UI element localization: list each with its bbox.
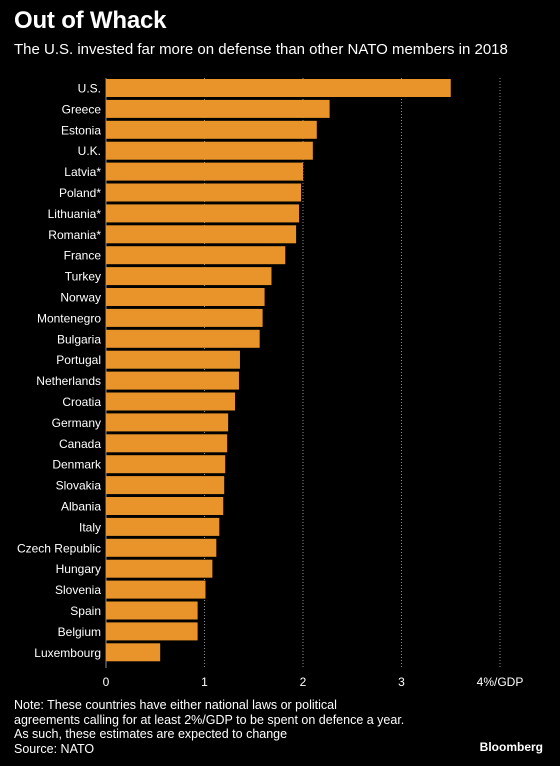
category-label: France <box>64 249 102 263</box>
bar <box>106 580 206 599</box>
bar <box>106 288 265 306</box>
category-label: Lithuania* <box>48 207 102 221</box>
bar <box>106 538 217 557</box>
bar <box>106 517 220 536</box>
category-label: Slovenia <box>55 583 101 597</box>
bar <box>106 183 302 202</box>
bar <box>106 267 272 286</box>
category-label: Germany <box>52 416 101 430</box>
x-tick-label: 1 <box>201 675 208 689</box>
source-line: Source: NATO <box>14 741 95 756</box>
bar <box>106 434 228 453</box>
bar <box>106 622 198 641</box>
category-label: Romania* <box>48 228 101 242</box>
bar <box>106 204 300 223</box>
bar <box>106 225 297 244</box>
bar <box>106 308 263 327</box>
category-label: Albania <box>61 500 101 514</box>
bar <box>106 601 198 620</box>
bar <box>106 455 226 474</box>
category-label: Czech Republic <box>17 541 101 555</box>
category-label: Norway <box>60 291 101 305</box>
x-tick-label: 3 <box>398 675 405 689</box>
category-label: Italy <box>79 520 101 534</box>
category-label: Turkey <box>65 270 101 284</box>
category-label: Netherlands <box>36 374 101 388</box>
category-label: U.S. <box>78 82 101 96</box>
bar <box>106 392 236 411</box>
category-label: Poland* <box>59 186 101 200</box>
footnote: Note: These countries have either nation… <box>14 698 454 756</box>
chart-subtitle: The U.S. invested far more on defense th… <box>14 41 508 58</box>
bloomberg-logo: Bloomberg <box>479 740 543 754</box>
note-line-2: agreements calling for at least 2%/GDP t… <box>14 712 405 727</box>
category-label: Spain <box>70 604 101 618</box>
bar <box>106 643 161 662</box>
bar <box>106 476 225 495</box>
x-tick-label: 4%/GDP <box>477 675 524 689</box>
category-label: Bulgaria <box>57 332 101 346</box>
bar <box>106 497 224 515</box>
bar <box>106 246 286 265</box>
category-label: Belgium <box>58 625 101 639</box>
bar <box>106 329 260 348</box>
x-tick-label: 0 <box>103 675 110 689</box>
category-label: Denmark <box>52 458 102 472</box>
note-line-1: Note: These countries have either nation… <box>14 698 337 712</box>
category-label: Luxembourg <box>34 646 101 660</box>
bar <box>106 371 239 390</box>
bar <box>106 99 330 118</box>
category-label: Croatia <box>62 395 101 409</box>
bar <box>106 559 213 578</box>
category-label: Greece <box>62 102 102 116</box>
bar <box>106 79 451 97</box>
bar-chart: 0 1 2 3 4%/GDP U.S. Greece Estonia U.K. Latvia* Po… <box>17 78 524 689</box>
category-label: Montenegro <box>37 311 101 325</box>
category-label: Portugal <box>56 353 101 367</box>
bar <box>106 413 229 432</box>
bar <box>106 162 303 181</box>
category-label: Slovakia <box>56 479 102 493</box>
category-label: Canada <box>59 437 101 451</box>
note-line-3: As such, these estimates are expected to… <box>14 727 288 742</box>
x-tick-label: 2 <box>300 675 307 689</box>
bar <box>106 120 317 139</box>
category-label: Hungary <box>56 562 101 576</box>
bar <box>106 141 313 160</box>
category-label: Estonia <box>61 123 101 137</box>
chart-title: Out of Whack <box>14 7 167 34</box>
category-label: Latvia* <box>64 165 101 179</box>
bar <box>106 350 240 369</box>
category-label: U.K. <box>78 144 101 158</box>
